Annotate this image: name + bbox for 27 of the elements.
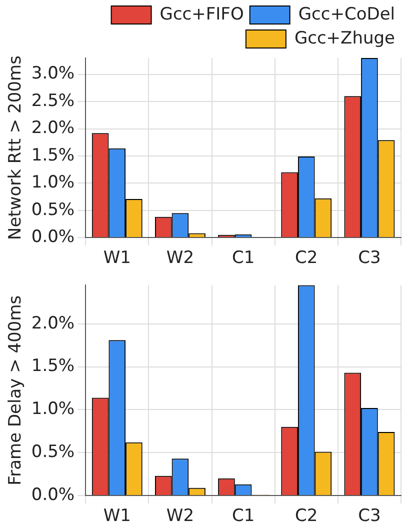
x-tick-label: C2 [295,248,318,268]
y-tick-label: 1.0% [31,399,75,420]
x-tick-label: W1 [103,506,131,526]
y-tick-label: 1.5% [31,356,75,376]
y-tick-label: 2.0% [31,313,75,334]
y-tick-label: 2.0% [31,118,75,138]
y-axis-title: Network Rtt > 200ms [6,55,26,240]
y-tick-label: 3.0% [31,64,75,84]
x-tick-label: W2 [166,248,194,268]
y-tick-label: 0.5% [31,442,75,462]
x-tick-label: C2 [295,506,318,526]
y-tick-label: 0.0% [31,485,75,506]
legend-label: Gcc+Zhuge [294,28,396,48]
y-tick-label: 2.5% [31,90,75,111]
legend-label: Gcc+CoDel [298,4,395,24]
x-tick-label: C3 [358,506,381,526]
legend-label: Gcc+FIFO [160,4,244,24]
x-tick-label: W1 [103,248,131,268]
y-tick-label: 0.0% [31,227,75,248]
x-tick-label: C1 [232,248,255,268]
x-tick-label: W2 [166,506,194,526]
y-axis-title: Frame Delay > 400ms [6,295,26,486]
x-tick-label: C1 [232,506,255,526]
x-tick-label: C3 [358,248,381,268]
y-tick-label: 1.5% [31,145,75,166]
y-tick-label: 1.0% [31,172,75,193]
y-tick-label: 0.5% [31,200,75,220]
